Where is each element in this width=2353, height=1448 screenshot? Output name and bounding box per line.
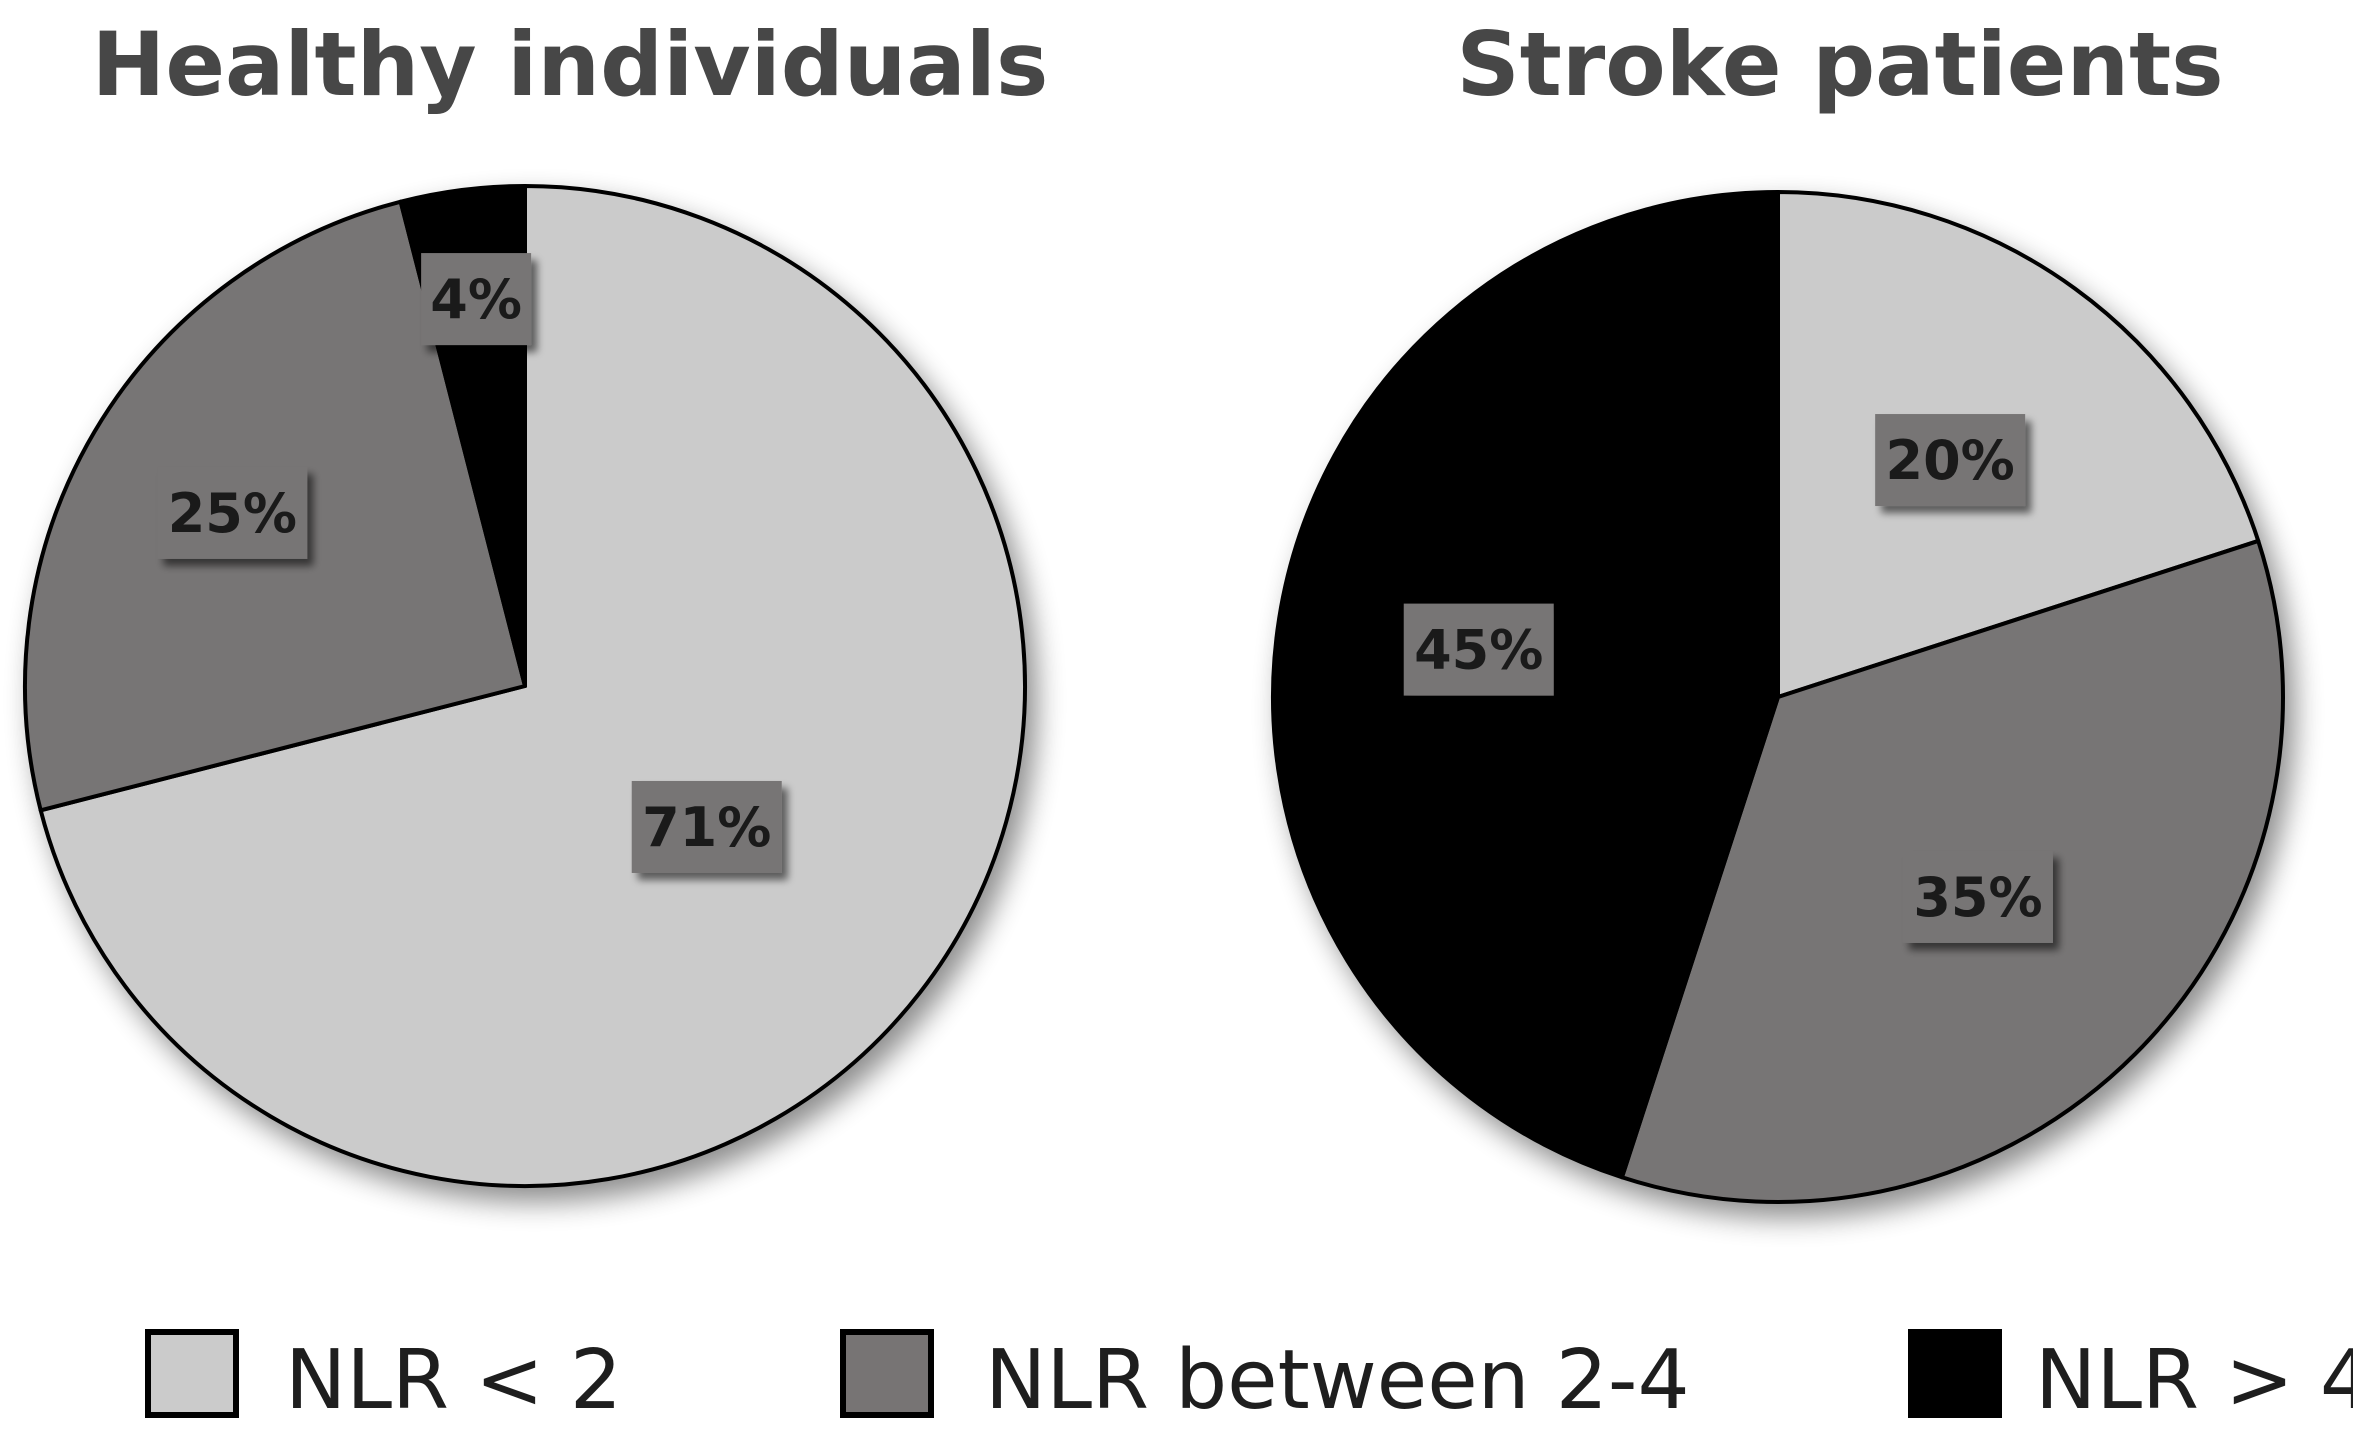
data-label-healthy-nlr-lt-2: 71% [631,780,782,873]
data-label-box [1875,414,2026,507]
data-label-healthy-nlr-gt-4: 4% [421,253,532,346]
chart-title-stroke: Stroke patients [1456,13,2223,116]
data-label-healthy-nlr-2-4: 25% [157,466,308,559]
legend-swatch-nlr-lt-2 [145,1329,239,1418]
legend-label-nlr-gt-4: NLR > 4 [2035,1333,2353,1428]
data-label-box [157,466,308,559]
data-label-text: 45% [1414,619,1543,682]
data-label-box [421,253,532,346]
data-label-box [1902,850,2053,943]
pie-healthy-labels: 71% 25% 4% [157,253,782,873]
legend-label-nlr-lt-2: NLR < 2 [285,1333,622,1428]
pie-slice-healthy-nlr-lt-2 [38,184,1027,1188]
data-label-stroke-nlr-2-4: 35% [1902,850,2053,943]
data-label-box [1403,603,1554,696]
legend: NLR < 2 NLR between 2-4 NLR > 4 [145,1329,2353,1428]
pie-stroke [1271,190,2285,1204]
data-label-text: 71% [642,796,771,859]
data-label-text: 25% [168,482,297,545]
data-label-stroke-nlr-gt-4: 45% [1403,603,1554,696]
data-label-text: 4% [430,268,522,331]
pie-stroke-labels: 20% 35% 45% [1403,414,2053,943]
pie-healthy [23,184,1027,1188]
data-label-text: 20% [1886,429,2015,492]
data-label-box [631,780,782,873]
legend-label-nlr-2-4: NLR between 2-4 [985,1333,1690,1428]
legend-swatch-nlr-2-4 [840,1329,934,1418]
data-label-text: 35% [1913,866,2042,929]
chart-title-healthy: Healthy individuals [92,13,1049,116]
data-label-stroke-nlr-lt-2: 20% [1875,414,2026,507]
legend-swatch-nlr-gt-4 [1908,1329,2002,1418]
